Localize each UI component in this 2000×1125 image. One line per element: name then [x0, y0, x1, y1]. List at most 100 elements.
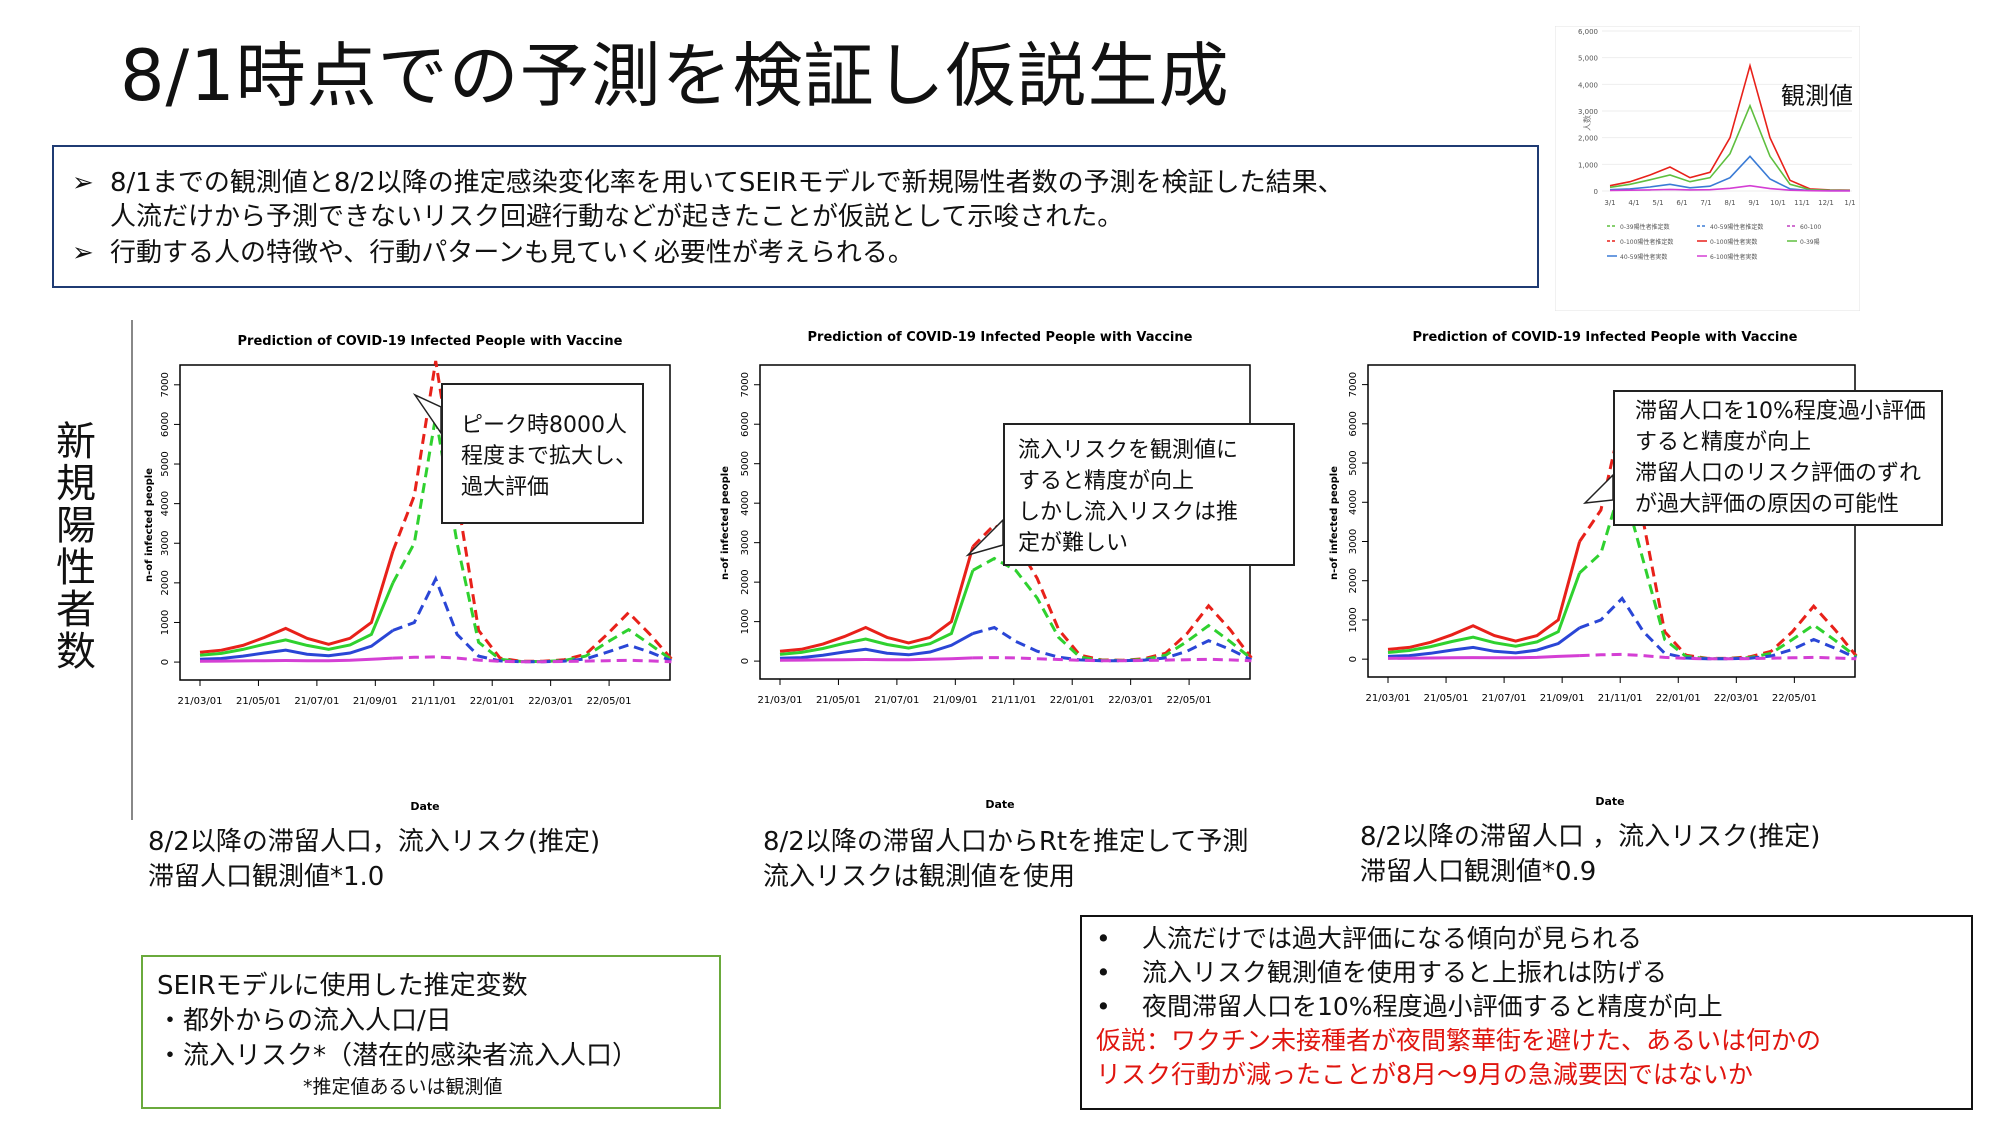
y-tick-label: 6000	[1348, 411, 1359, 436]
y-tick-label: 0	[160, 659, 171, 665]
series-line-predicted	[392, 575, 672, 664]
conclusion-bullet-icon: •	[1096, 992, 1111, 1021]
y-tick-label: 1000	[160, 610, 171, 635]
x-tick-label: 21/07/01	[1482, 693, 1527, 704]
inset-y-tick-label: 2,000	[1578, 135, 1598, 143]
y-tick-label: 7000	[1348, 372, 1359, 397]
variables-item-2: ・流入リスク*（潜在的感染者流入人口）	[157, 1041, 639, 1071]
callout-b-line-3: しかし流入リスクは推	[1018, 500, 1239, 525]
y-axis-label: n-of infected people	[720, 466, 731, 580]
y-ticks: 0 1000 2000 3000 4000 5000 6000 7000	[740, 372, 760, 664]
variables-note: *推定値あるいは観測値	[303, 1076, 503, 1098]
chart-1-caption: 8/2以降の滞留人口，流入リスク(推定) 滞留人口観測値*1.0	[148, 825, 600, 895]
y-tick-label: 2000	[740, 569, 751, 594]
plot-frame	[179, 364, 671, 681]
y-axis-label: n-of infected people	[1329, 466, 1340, 580]
series-line-predicted	[1579, 652, 1857, 661]
inset-y-tick-label: 4,000	[1578, 81, 1598, 89]
series-line-observed	[199, 629, 394, 661]
callout-a-line-1: ピーク時8000人	[461, 413, 627, 438]
y-tick-label: 2000	[160, 570, 171, 595]
series-line-observed	[1387, 541, 1582, 651]
chart-2-caption-line-2: 流入リスクは観測値を使用	[763, 862, 1076, 892]
x-tick-label: 21/11/01	[411, 696, 456, 707]
prediction-chart-3: Prediction of COVID-19 Infected People w…	[1329, 330, 1858, 808]
x-tick-label: 21/05/01	[1424, 693, 1469, 704]
inset-y-label: 人数	[1582, 115, 1592, 131]
x-tick-label: 21/03/01	[178, 696, 223, 707]
x-axis-label: Date	[1595, 795, 1624, 808]
inset-legend-label: 6-100陽性者実数	[1710, 253, 1757, 261]
summary-box: ➢ 8/1までの観測値と8/2以降の推定感染変化率を用いてSEIRモデルで新規陽性…	[52, 145, 1539, 288]
y-tick-label: 1000	[740, 609, 751, 634]
x-tick-label: 21/03/01	[1366, 693, 1411, 704]
new-positive-cases-axis-label: 新規陽性者数	[49, 420, 95, 672]
series-line-predicted	[972, 556, 1253, 663]
inset-legend-label: 40-59陽性者推定数	[1710, 223, 1763, 231]
callout-c-line-3: 滞留人口のリスク評価のずれ	[1635, 461, 1922, 486]
series-line-observed	[779, 656, 973, 662]
x-tick-label: 22/03/01	[1108, 695, 1153, 706]
x-tick-label: 22/03/01	[1714, 693, 1759, 704]
x-tick-label: 22/05/01	[1167, 695, 1212, 706]
conclusion-item-3: 夜間滞留人口を10%程度過小評価すると精度が向上	[1142, 992, 1723, 1021]
observed-label: 観測値	[1781, 82, 1853, 110]
inset-legend-label: 60-100	[1800, 224, 1821, 231]
inset-y-tick-label: 5,000	[1578, 55, 1598, 63]
callout-a-line-3: 過大評価	[461, 475, 550, 500]
chart-2-caption: 8/2以降の滞留人口からRtを推定して予測 流入リスクは観測値を使用	[763, 825, 1248, 895]
x-axis-label: Date	[410, 800, 439, 813]
inset-y-tick-label: 0	[1594, 188, 1598, 196]
y-tick-label: 6000	[160, 412, 171, 437]
x-tick-label: 22/01/01	[1656, 693, 1701, 704]
summary-bullet-2: ➢ 行動する人の特徴や、行動パターンも見ていく必要性が考えられる。	[72, 236, 914, 270]
callout-a-line-2: 程度まで拡大し、	[461, 444, 638, 469]
conclusions-box: • 人流だけでは過大評価になる傾向が見られる • 流入リスク観測値を使用すると上…	[1080, 915, 1973, 1110]
y-tick-label: 0	[740, 658, 751, 664]
chart-1-caption-line-1: 8/2以降の滞留人口，流入リスク(推定)	[148, 827, 601, 857]
chart-title: Prediction of COVID-19 Infected People w…	[808, 330, 1193, 345]
y-tick-label: 5000	[740, 451, 751, 476]
x-tick-label: 21/07/01	[294, 696, 339, 707]
chart-title: Prediction of COVID-19 Infected People w…	[1413, 330, 1798, 345]
inset-x-ticks: 3/1 4/1 5/1 6/1 7/1 8/1 9/1 10/1 11/1 12/1 1/1	[1604, 199, 1855, 207]
variables-item-1: ・都外からの流入人口/日	[157, 1006, 452, 1036]
x-tick-label: 21/07/01	[874, 695, 919, 706]
y-tick-label: 2000	[1348, 568, 1359, 593]
series-line-observed	[779, 569, 975, 656]
prediction-chart-1: Prediction of COVID-19 Infected People w…	[144, 334, 673, 813]
page-title: 8/1時点での予測を検証し仮説生成	[120, 35, 1230, 117]
x-tick-label: 22/01/01	[1050, 695, 1095, 706]
inset-x-tick-label: 6/1	[1676, 199, 1687, 207]
observed-inset-chart: 人数 0 1,000 2,000 3,000 4,000 5,000 6,000 3/1 4/…	[1555, 26, 1860, 311]
x-tick-label: 22/05/01	[1772, 693, 1817, 704]
x-tick-label: 22/01/01	[470, 696, 515, 707]
inset-x-tick-label: 3/1	[1604, 199, 1615, 207]
inset-x-tick-label: 5/1	[1652, 199, 1663, 207]
inset-x-tick-label: 10/1	[1770, 199, 1786, 207]
summary-bullet-1: ➢ 8/1までの観測値と8/2以降の推定感染変化率を用いてSEIRモデルで新規陽性…	[72, 166, 1344, 200]
conclusion-item-2: 流入リスク観測値を使用すると上振れは防げる	[1142, 958, 1668, 987]
y-tick-label: 4000	[1348, 490, 1359, 515]
series-lines	[199, 360, 673, 664]
y-tick-label: 7000	[160, 372, 171, 397]
x-tick-label: 21/03/01	[758, 695, 803, 706]
y-tick-label: 1000	[1348, 607, 1359, 632]
inset-x-tick-label: 4/1	[1628, 199, 1639, 207]
inset-legend-label: 0-39陽	[1800, 238, 1820, 246]
summary-bullet-2-text: 行動する人の特徴や、行動パターンも見ていく必要性が考えられる。	[110, 238, 914, 268]
y-axis-label: n-of infected people	[144, 468, 155, 582]
inset-x-tick-label: 9/1	[1748, 199, 1759, 207]
inset-legend-label: 0-100陽性者推定数	[1620, 238, 1673, 246]
callout-c-line-1: 滞留人口を10%程度過小評価	[1635, 399, 1926, 424]
x-tick-label: 21/09/01	[1540, 693, 1585, 704]
inset-x-tick-label: 1/1	[1844, 199, 1855, 207]
series-line-predicted	[392, 655, 672, 664]
conclusion-item-1: 人流だけでは過大評価になる傾向が見られる	[1142, 924, 1643, 953]
series-line-observed	[199, 582, 395, 657]
summary-bullet-1-line-2: 人流だけから予測できないリスク回避行動などが起きたことが仮説として示唆された。	[110, 202, 1124, 232]
callout-c-line-4: が過大評価の原因の可能性	[1635, 492, 1900, 517]
prediction-chart-2: Prediction of COVID-19 Infected People w…	[720, 330, 1253, 811]
y-tick-label: 3000	[160, 531, 171, 556]
callout-b: 流入リスクを観測値に すると精度が向上 しかし流入リスクは推 定が難しい	[1003, 423, 1295, 566]
